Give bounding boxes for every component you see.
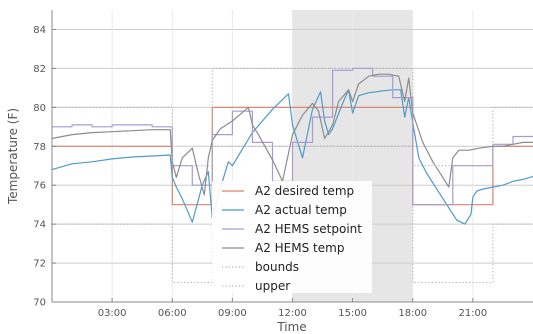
y-tick-label-3: 76 <box>33 181 46 192</box>
y-tick-label-5: 80 <box>33 103 46 114</box>
series-line-a2-hems-temp <box>51 73 533 196</box>
legend-label-a2-desired-temp: A2 desired temp <box>255 184 354 198</box>
legend-label-bounds: bounds <box>255 260 299 274</box>
x-tick-label-5: 18:00 <box>398 308 427 319</box>
axes: 03:00 06:00 09:00 12:00 15:00 18:00 21:00 70 72… <box>6 10 533 334</box>
x-tick-labels: 03:00 06:00 09:00 12:00 15:00 18:00 21:00 <box>98 298 487 319</box>
legend-label-a2-hems-temp: A2 HEMS temp <box>255 241 344 255</box>
y-tick-label-6: 82 <box>33 64 46 75</box>
y-tick-label-4: 78 <box>33 142 46 153</box>
x-tick-label-1: 06:00 <box>158 308 187 319</box>
y-axis-label: Temperature (F) <box>6 108 20 205</box>
x-axis-label: Time <box>276 320 306 334</box>
x-tick-label-4: 15:00 <box>338 308 367 319</box>
y-tick-label-2: 74 <box>33 220 46 231</box>
legend-label-a2-actual-temp: A2 actual temp <box>255 203 347 217</box>
y-tick-labels: 70 72 74 76 78 80 82 84 <box>33 25 56 309</box>
plot-area <box>51 10 533 303</box>
legend: A2 desired temp A2 actual temp A2 HEMS set… <box>212 181 372 293</box>
legend-background <box>212 181 372 293</box>
y-tick-label-0: 70 <box>33 298 46 309</box>
legend-label-a2-hems-setpoint: A2 HEMS setpoint <box>255 222 362 236</box>
x-tick-label-3: 12:00 <box>278 308 307 319</box>
x-tick-label-6: 21:00 <box>458 308 487 319</box>
y-tick-label-7: 84 <box>33 25 46 36</box>
legend-label-upper: upper <box>255 279 290 293</box>
y-tick-label-1: 72 <box>33 259 46 270</box>
x-tick-label-0: 03:00 <box>98 308 127 319</box>
series-line-a2-actual-temp <box>51 89 533 225</box>
x-tick-label-2: 09:00 <box>218 308 247 319</box>
